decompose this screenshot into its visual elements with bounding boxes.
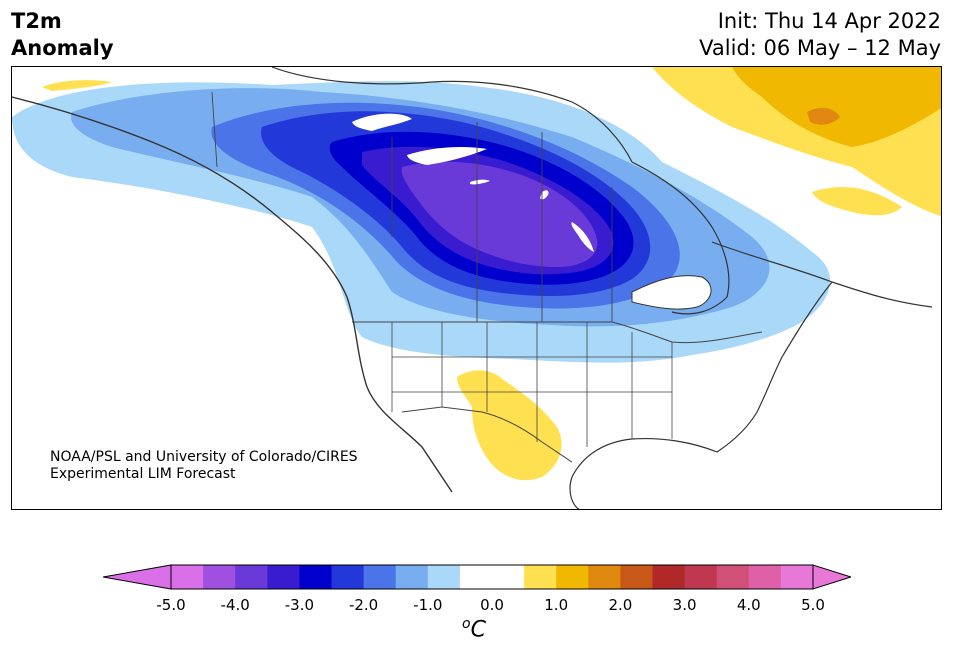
colorbar-tick-label: -3.0 bbox=[284, 596, 315, 614]
great-lakes bbox=[631, 275, 712, 310]
colorbar-over-triangle bbox=[812, 564, 851, 590]
colorbar-cell bbox=[459, 565, 493, 589]
colorbar-cell bbox=[492, 565, 525, 589]
colorbar-cell bbox=[363, 565, 397, 589]
lake-athabasca bbox=[470, 179, 490, 185]
valid-date: Valid: 06 May – 12 May bbox=[699, 36, 941, 60]
colorbar-tick-label: 4.0 bbox=[736, 596, 761, 614]
border-us-mexico bbox=[401, 406, 573, 463]
colorbar-cell bbox=[203, 565, 236, 589]
colorbar-cell bbox=[716, 565, 750, 589]
colorbar bbox=[103, 564, 851, 590]
coastline-atlantic bbox=[716, 281, 833, 453]
coastline-hudson-bay bbox=[631, 161, 730, 315]
colorbar-cell bbox=[267, 565, 300, 589]
lake-winnipeg bbox=[571, 222, 594, 252]
colorbar-tick-label: 0.0 bbox=[480, 596, 504, 614]
plot-title: T2m Anomaly bbox=[11, 8, 114, 62]
coastline-gulf bbox=[569, 438, 718, 509]
unit-superscript: o bbox=[462, 616, 471, 632]
colorbar-cell bbox=[748, 565, 782, 589]
colorbar-tick-label: 5.0 bbox=[801, 596, 825, 614]
colorbar-tick-label: -4.0 bbox=[220, 596, 250, 614]
anomaly-region-yellow-southwest bbox=[457, 370, 562, 481]
colorbar-cell bbox=[556, 565, 589, 589]
colorbar-tick-label: -2.0 bbox=[348, 596, 379, 614]
lake-great-slave bbox=[407, 147, 487, 165]
coastline-west bbox=[12, 96, 453, 493]
colorbar-tick-label: -1.0 bbox=[413, 596, 443, 614]
colorbar-cell bbox=[620, 565, 653, 589]
init-date: Init: Thu 14 Apr 2022 bbox=[717, 9, 941, 33]
colorbar-cells bbox=[171, 565, 814, 589]
credit-text: NOAA/PSL and University of Colorado/CIRE… bbox=[50, 449, 358, 483]
lake-great-bear bbox=[352, 113, 412, 131]
credit-line-1: NOAA/PSL and University of Colorado/CIRE… bbox=[50, 449, 358, 465]
credit-line-2: Experimental LIM Forecast bbox=[50, 466, 236, 482]
anomaly-region-purple-2 bbox=[401, 161, 598, 267]
colorbar-cell bbox=[427, 565, 461, 589]
colorbar-under-triangle bbox=[103, 564, 172, 590]
map-canvas bbox=[12, 67, 941, 509]
title-line-1: T2m bbox=[11, 9, 62, 33]
colorbar-cell bbox=[652, 565, 686, 589]
colorbar-cell bbox=[235, 565, 268, 589]
colorbar-cell bbox=[524, 565, 557, 589]
border-canada-provinces bbox=[211, 91, 613, 322]
colorbar-cell bbox=[331, 565, 365, 589]
colorbar-cell bbox=[171, 565, 204, 589]
anomaly-map: NOAA/PSL and University of Colorado/CIRE… bbox=[11, 66, 942, 510]
anomaly-region-orange-north bbox=[807, 107, 840, 125]
colorbar-tick-label: 1.0 bbox=[544, 596, 569, 614]
colorbar-cell bbox=[395, 565, 429, 589]
colorbar-tick-label: 3.0 bbox=[672, 596, 697, 614]
anomaly-region-gold-north bbox=[732, 67, 941, 147]
unit-base: C bbox=[470, 617, 486, 643]
title-line-2: Anomaly bbox=[11, 36, 114, 60]
colorbar-ticks: -5.0 -4.0 -3.0 -2.0 -1.0 0.0 1.0 2.0 3.0 4.0 5.0 bbox=[0, 596, 953, 616]
colorbar-cell bbox=[684, 565, 718, 589]
colorbar-cell bbox=[299, 565, 332, 589]
coastline-north bbox=[271, 67, 633, 163]
colorbar-cell bbox=[780, 565, 814, 589]
colorbar-cell bbox=[588, 565, 621, 589]
colorbar-unit-label: oC bbox=[462, 616, 486, 642]
border-us-states bbox=[391, 322, 673, 447]
anomaly-region-yellow-east bbox=[812, 187, 902, 216]
anomaly-region-yellow-small bbox=[42, 80, 112, 91]
colorbar-tick-label: -5.0 bbox=[156, 596, 186, 614]
date-info: Init: Thu 14 Apr 2022 Valid: 06 May – 12… bbox=[699, 8, 941, 62]
colorbar-outline bbox=[170, 564, 814, 590]
colorbar-tick-label: 2.0 bbox=[608, 596, 633, 614]
